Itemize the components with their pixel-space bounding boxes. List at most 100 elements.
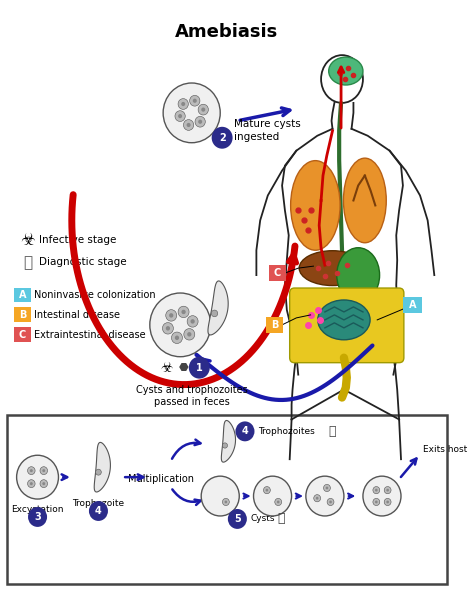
Text: A: A (409, 300, 416, 310)
Text: B: B (18, 310, 26, 320)
Text: Amebiasis: Amebiasis (175, 23, 279, 41)
Circle shape (373, 498, 380, 506)
Text: ⬥: ⬥ (329, 425, 336, 438)
Text: Trophozoites: Trophozoites (258, 427, 315, 436)
Circle shape (42, 469, 45, 472)
Polygon shape (94, 442, 110, 492)
Circle shape (222, 443, 228, 448)
Circle shape (181, 102, 185, 106)
Circle shape (375, 489, 378, 491)
Ellipse shape (344, 158, 386, 243)
Circle shape (222, 498, 229, 506)
Text: ☣: ☣ (20, 231, 36, 249)
Circle shape (212, 127, 233, 149)
Text: 4: 4 (242, 426, 248, 436)
Circle shape (373, 487, 380, 494)
Circle shape (89, 501, 108, 521)
Text: ☣: ☣ (161, 361, 173, 375)
Circle shape (201, 108, 205, 112)
Text: Multiplication: Multiplication (128, 474, 194, 484)
Ellipse shape (299, 251, 366, 285)
Circle shape (40, 480, 47, 488)
FancyBboxPatch shape (290, 288, 404, 363)
FancyBboxPatch shape (266, 317, 283, 333)
Circle shape (306, 476, 344, 516)
Text: Infective stage: Infective stage (39, 235, 117, 245)
FancyBboxPatch shape (403, 297, 422, 313)
Polygon shape (221, 420, 236, 462)
Circle shape (40, 466, 47, 475)
Circle shape (327, 498, 334, 506)
Text: 4: 4 (95, 506, 102, 516)
Text: C: C (273, 268, 281, 278)
Circle shape (264, 487, 270, 494)
Ellipse shape (291, 160, 340, 250)
Text: Diagnostic stage: Diagnostic stage (39, 257, 127, 267)
Circle shape (30, 482, 33, 485)
Text: Cysts: Cysts (251, 514, 275, 523)
Circle shape (198, 120, 202, 124)
Text: Extraintestinal disease: Extraintestinal disease (34, 330, 146, 340)
Circle shape (172, 332, 182, 343)
Circle shape (254, 476, 292, 516)
Circle shape (178, 99, 188, 110)
Circle shape (195, 117, 205, 127)
Circle shape (326, 487, 328, 490)
Circle shape (225, 501, 227, 503)
Text: A: A (18, 290, 26, 300)
Circle shape (96, 469, 101, 475)
Circle shape (163, 83, 220, 143)
Circle shape (189, 357, 210, 379)
Circle shape (384, 498, 391, 506)
Text: Noninvasive colonization: Noninvasive colonization (34, 290, 155, 300)
Circle shape (191, 319, 195, 324)
Ellipse shape (337, 247, 380, 303)
Circle shape (187, 316, 198, 327)
Circle shape (228, 509, 247, 529)
Circle shape (198, 104, 209, 115)
FancyBboxPatch shape (14, 307, 31, 323)
FancyBboxPatch shape (269, 265, 286, 281)
Circle shape (386, 489, 389, 491)
Circle shape (375, 501, 378, 503)
Text: ⬣: ⬣ (179, 363, 189, 372)
Circle shape (275, 498, 282, 506)
Circle shape (163, 323, 173, 334)
Circle shape (17, 455, 58, 499)
Circle shape (183, 120, 194, 130)
Text: Mature cysts
ingested: Mature cysts ingested (234, 119, 301, 143)
Circle shape (314, 495, 320, 502)
Circle shape (182, 310, 186, 314)
Circle shape (166, 310, 177, 321)
Text: ⬥: ⬥ (24, 255, 33, 270)
Circle shape (187, 123, 191, 127)
Text: Intestinal disease: Intestinal disease (34, 310, 120, 320)
Circle shape (236, 422, 255, 441)
Circle shape (386, 501, 389, 503)
Circle shape (169, 313, 173, 318)
Text: ⬥: ⬥ (277, 513, 285, 526)
Circle shape (30, 469, 33, 472)
Circle shape (211, 310, 218, 317)
Text: 5: 5 (234, 514, 241, 524)
Circle shape (166, 326, 170, 330)
Text: 1: 1 (196, 363, 203, 372)
FancyBboxPatch shape (14, 327, 31, 342)
Text: C: C (18, 330, 26, 340)
Circle shape (150, 293, 211, 357)
Circle shape (316, 497, 319, 500)
Text: 2: 2 (219, 133, 226, 143)
Text: Exits host: Exits host (423, 445, 467, 454)
Text: Cysts and trophozoites
passed in feces: Cysts and trophozoites passed in feces (136, 385, 247, 407)
Ellipse shape (318, 300, 370, 340)
Circle shape (324, 484, 330, 491)
Text: 3: 3 (34, 512, 41, 522)
FancyBboxPatch shape (14, 288, 31, 303)
Circle shape (42, 482, 45, 485)
Circle shape (28, 507, 47, 527)
Circle shape (363, 476, 401, 516)
Circle shape (175, 111, 185, 121)
Text: B: B (271, 320, 278, 330)
Polygon shape (208, 281, 228, 335)
Circle shape (27, 466, 35, 475)
